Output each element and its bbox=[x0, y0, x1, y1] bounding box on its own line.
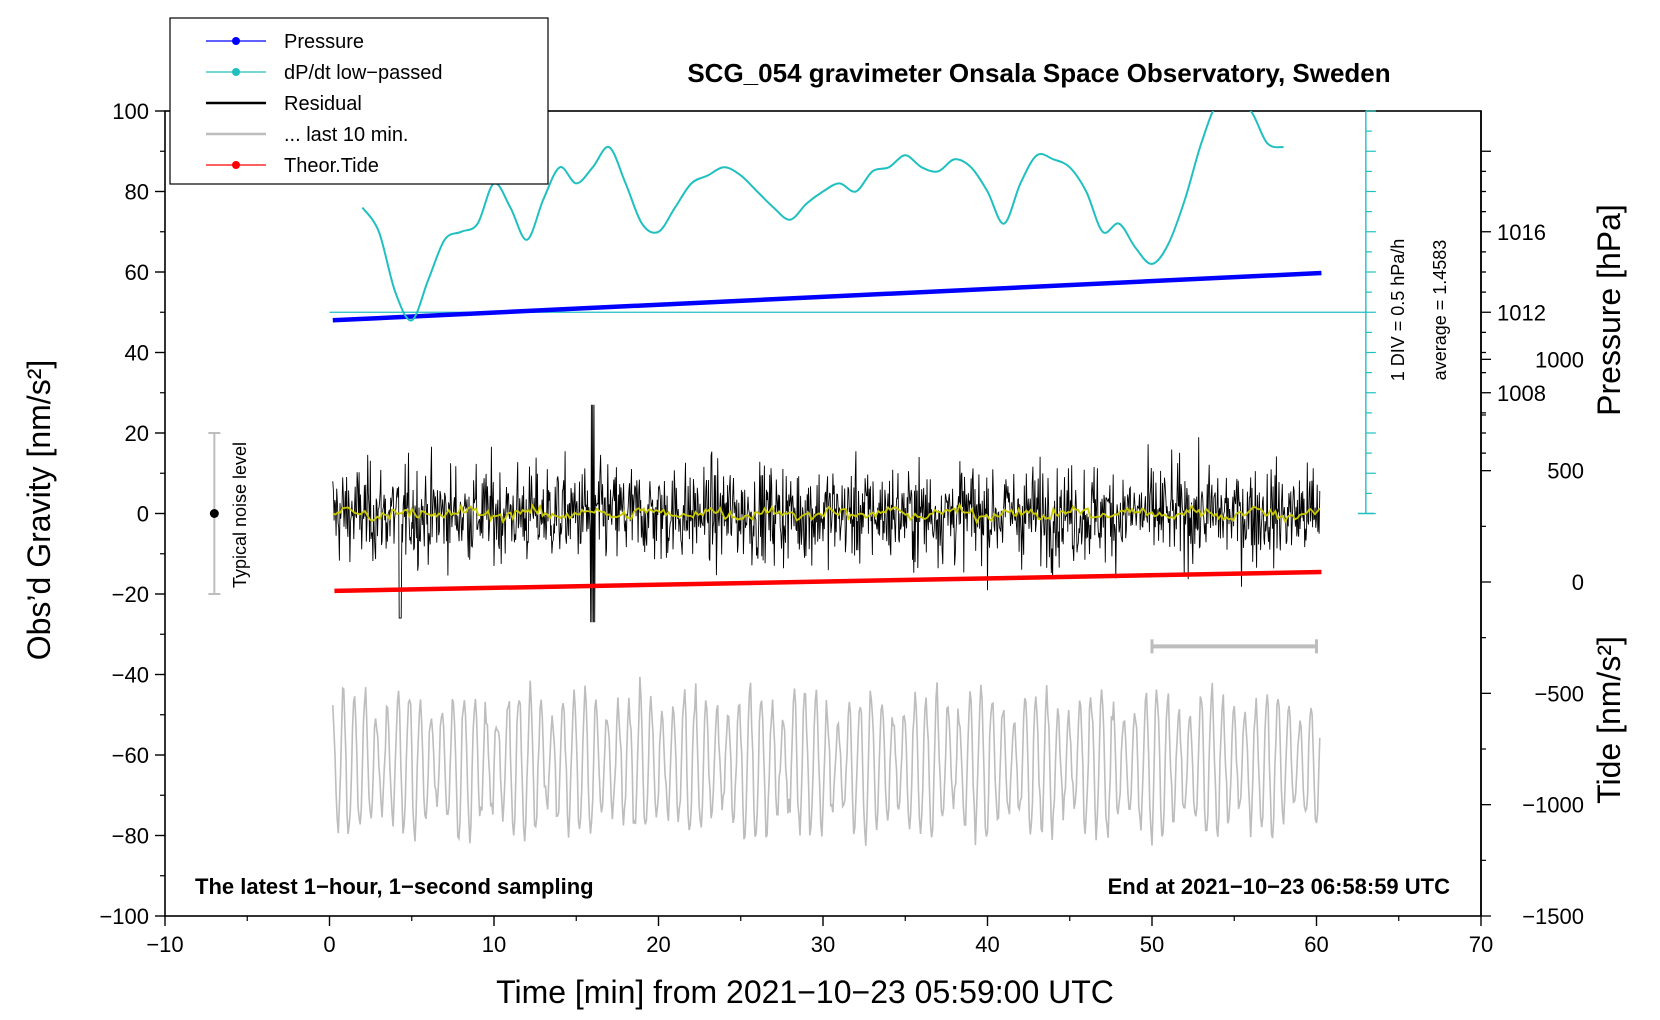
y-tick-label: −60 bbox=[112, 743, 149, 768]
legend-label: Pressure bbox=[284, 31, 364, 53]
legend-marker bbox=[232, 161, 240, 169]
x-tick-label: 20 bbox=[646, 932, 670, 957]
tide-tick-label: −500 bbox=[1534, 681, 1584, 706]
legend-box bbox=[169, 17, 549, 185]
legend-label: dP/dt low−passed bbox=[284, 62, 442, 84]
x-tick-label: 0 bbox=[323, 932, 335, 957]
pressure-tick-label: 1008 bbox=[1497, 381, 1546, 406]
legend-marker bbox=[232, 68, 240, 76]
legend-label: Theor.Tide bbox=[284, 155, 379, 177]
reference-lines bbox=[329, 110, 1376, 515]
note-sampling: The latest 1−hour, 1−second sampling bbox=[195, 874, 594, 899]
labels-layer: SCG_054 gravimeter Onsala Space Observat… bbox=[21, 58, 1627, 1010]
y-tick-label: 40 bbox=[125, 341, 149, 366]
residual-line bbox=[332, 404, 1321, 623]
y-tick-label: −40 bbox=[112, 663, 149, 688]
tide-tick-label: −1500 bbox=[1522, 904, 1584, 929]
legend-marker bbox=[232, 37, 240, 45]
y-tick-label: 60 bbox=[125, 260, 149, 285]
x-tick-label: 60 bbox=[1304, 932, 1328, 957]
y-tick-label: 0 bbox=[137, 502, 149, 527]
legend-label: ... last 10 min. bbox=[284, 124, 409, 146]
y-axis-title-tide: Tide [nm/s²] bbox=[1591, 636, 1627, 804]
x-tick-label: 30 bbox=[811, 932, 835, 957]
pressure-line bbox=[332, 270, 1322, 323]
y-tick-label: 80 bbox=[125, 180, 149, 205]
y-axis-title-left: Obs’d Gravity [nm/s²] bbox=[21, 360, 57, 661]
residual-mean-line bbox=[332, 501, 1321, 526]
y-tick-label: 20 bbox=[125, 421, 149, 446]
y-tick-label: −100 bbox=[99, 904, 149, 929]
last10-line bbox=[332, 676, 1321, 846]
axes-layer: −10 0 10 20 30 40 50 60 70−100−80−60−40−20020406… bbox=[99, 99, 1584, 957]
tide-tick-label: 0 bbox=[1572, 570, 1584, 595]
tide-tick-label: 500 bbox=[1547, 459, 1584, 484]
x-tick-label: 10 bbox=[482, 932, 506, 957]
y-tick-label: −80 bbox=[112, 824, 149, 849]
series-layer bbox=[332, 111, 1322, 846]
x-axis-title: Time [min] from 2021−10−23 05:59:00 UTC bbox=[496, 974, 1114, 1010]
x-tick-label: 70 bbox=[1469, 932, 1493, 957]
x-tick-label: 40 bbox=[975, 932, 999, 957]
note-average: average = 1.4583 bbox=[1430, 240, 1450, 381]
tide-line bbox=[334, 569, 1322, 594]
pressure-tick-label: 1012 bbox=[1497, 300, 1546, 325]
tide-tick-label: 1000 bbox=[1535, 347, 1584, 372]
y-axis-title-pressure: Pressure [hPa] bbox=[1591, 204, 1627, 416]
legend-label: Residual bbox=[284, 93, 362, 115]
chart-title: SCG_054 gravimeter Onsala Space Observat… bbox=[687, 58, 1390, 88]
x-tick-label: −10 bbox=[146, 932, 183, 957]
y-tick-label: −20 bbox=[112, 582, 149, 607]
y-tick-label: 100 bbox=[112, 99, 149, 124]
legend: Pressure dP/dt low−passed Residual ... last… bbox=[169, 17, 549, 185]
x-tick-label: 50 bbox=[1140, 932, 1164, 957]
noise-bar-center bbox=[209, 509, 219, 518]
pressure-tick-label: 1016 bbox=[1497, 220, 1546, 245]
note-div: 1 DIV = 0.5 hPa/h bbox=[1388, 239, 1408, 382]
tide-tick-label: −1000 bbox=[1522, 793, 1584, 818]
note-end-time: End at 2021−10−23 06:58:59 UTC bbox=[1108, 874, 1451, 899]
note-noise: Typical noise level bbox=[230, 442, 250, 588]
dpdt-line bbox=[361, 111, 1284, 322]
